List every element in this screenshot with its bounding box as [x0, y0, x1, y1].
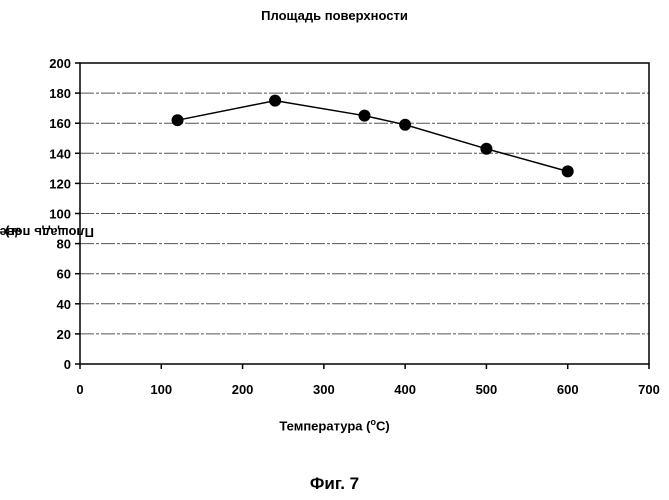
x-tick-label-200: 200 — [232, 382, 254, 397]
data-point-3 — [399, 119, 411, 131]
x-tick-label-100: 100 — [150, 382, 172, 397]
data-point-2 — [359, 110, 371, 122]
data-points — [172, 95, 574, 178]
x-tick-label-600: 600 — [557, 382, 579, 397]
data-point-1 — [269, 95, 281, 107]
y-axis: 020406080100120140160180200 — [49, 56, 80, 372]
x-tick-label-300: 300 — [313, 382, 335, 397]
y-tick-label-20: 20 — [57, 327, 71, 342]
series-line — [178, 101, 568, 172]
y-tick-label-60: 60 — [57, 267, 71, 282]
x-tick-label-700: 700 — [638, 382, 660, 397]
data-point-0 — [172, 114, 184, 126]
y-tick-label-0: 0 — [64, 357, 71, 372]
x-axis: 0 100 200 300 400 500 600 700 — [76, 364, 659, 397]
y-tick-label-140: 140 — [49, 146, 71, 161]
figure-caption: Фиг. 7 — [0, 474, 669, 494]
y-tick-label-120: 120 — [49, 176, 71, 191]
data-point-4 — [480, 143, 492, 155]
x-tick-label-0: 0 — [76, 382, 83, 397]
y-tick-label-40: 40 — [57, 297, 71, 312]
data-point-5 — [562, 165, 574, 177]
y-tick-label-100: 100 — [49, 207, 71, 222]
x-tick-label-500: 500 — [476, 382, 498, 397]
grid-lines — [80, 93, 649, 334]
y-tick-label-160: 160 — [49, 116, 71, 131]
x-tick-label-400: 400 — [394, 382, 416, 397]
x-axis-label: Температура (oC) — [0, 417, 669, 433]
y-tick-label-200: 200 — [49, 56, 71, 71]
y-tick-label-180: 180 — [49, 86, 71, 101]
